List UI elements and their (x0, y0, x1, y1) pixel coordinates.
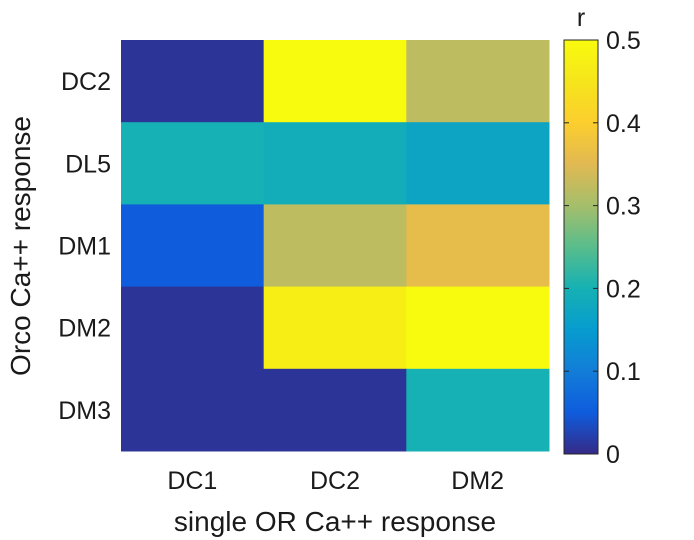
heatmap-cell (263, 368, 407, 452)
heatmap-cell (406, 368, 550, 452)
x-tick-label: DC1 (167, 467, 217, 495)
heatmap-cell (406, 204, 550, 288)
y-tick-label: DM2 (58, 315, 111, 343)
colorbar-tick-label: 0 (606, 441, 620, 469)
heatmap-cell (121, 40, 265, 123)
colorbar-ticks: 0 0.1 0.2 0.3 0.4 0.5 (564, 27, 641, 469)
heatmap-cell (263, 286, 407, 370)
y-tick-labels: DC2 DL5 DM1 DM2 DM3 (58, 68, 111, 425)
y-axis-label: Orco Ca++ response (5, 116, 36, 376)
heatmap-cell (121, 122, 265, 205)
colorbar-tick-label: 0.3 (606, 193, 641, 221)
heatmap-cell (263, 40, 407, 123)
colorbar-tick-label: 0.5 (606, 27, 641, 55)
heatmap-cell (406, 40, 550, 123)
colorbar-gradient (563, 39, 599, 455)
colorbar-title: r (577, 4, 585, 32)
colorbar-tick-label: 0.4 (606, 110, 641, 138)
heatmap-cell (121, 368, 265, 452)
x-tick-label: DM2 (451, 467, 504, 495)
heatmap-cell (406, 122, 550, 205)
y-tick-label: DC2 (61, 68, 111, 96)
y-tick-label: DL5 (65, 150, 111, 178)
y-tick-label: DM1 (58, 233, 111, 261)
heatmap-cells (121, 40, 550, 452)
heatmap-cell (121, 204, 265, 288)
colorbar-tick-label: 0.2 (606, 275, 641, 303)
x-tick-label: DC2 (310, 467, 360, 495)
x-axis-label: single OR Ca++ response (174, 506, 496, 537)
y-tick-label: DM3 (58, 397, 111, 425)
heatmap-cell (263, 204, 407, 288)
colorbar-tick-label: 0.1 (606, 358, 641, 386)
heatmap-cell (121, 286, 265, 370)
colorbar: 0 0.1 0.2 0.3 0.4 0.5 r (563, 4, 641, 469)
heatmap-cell (263, 122, 407, 205)
heatmap-cell (406, 286, 550, 370)
x-tick-labels: DC1 DC2 DM2 (167, 467, 504, 495)
